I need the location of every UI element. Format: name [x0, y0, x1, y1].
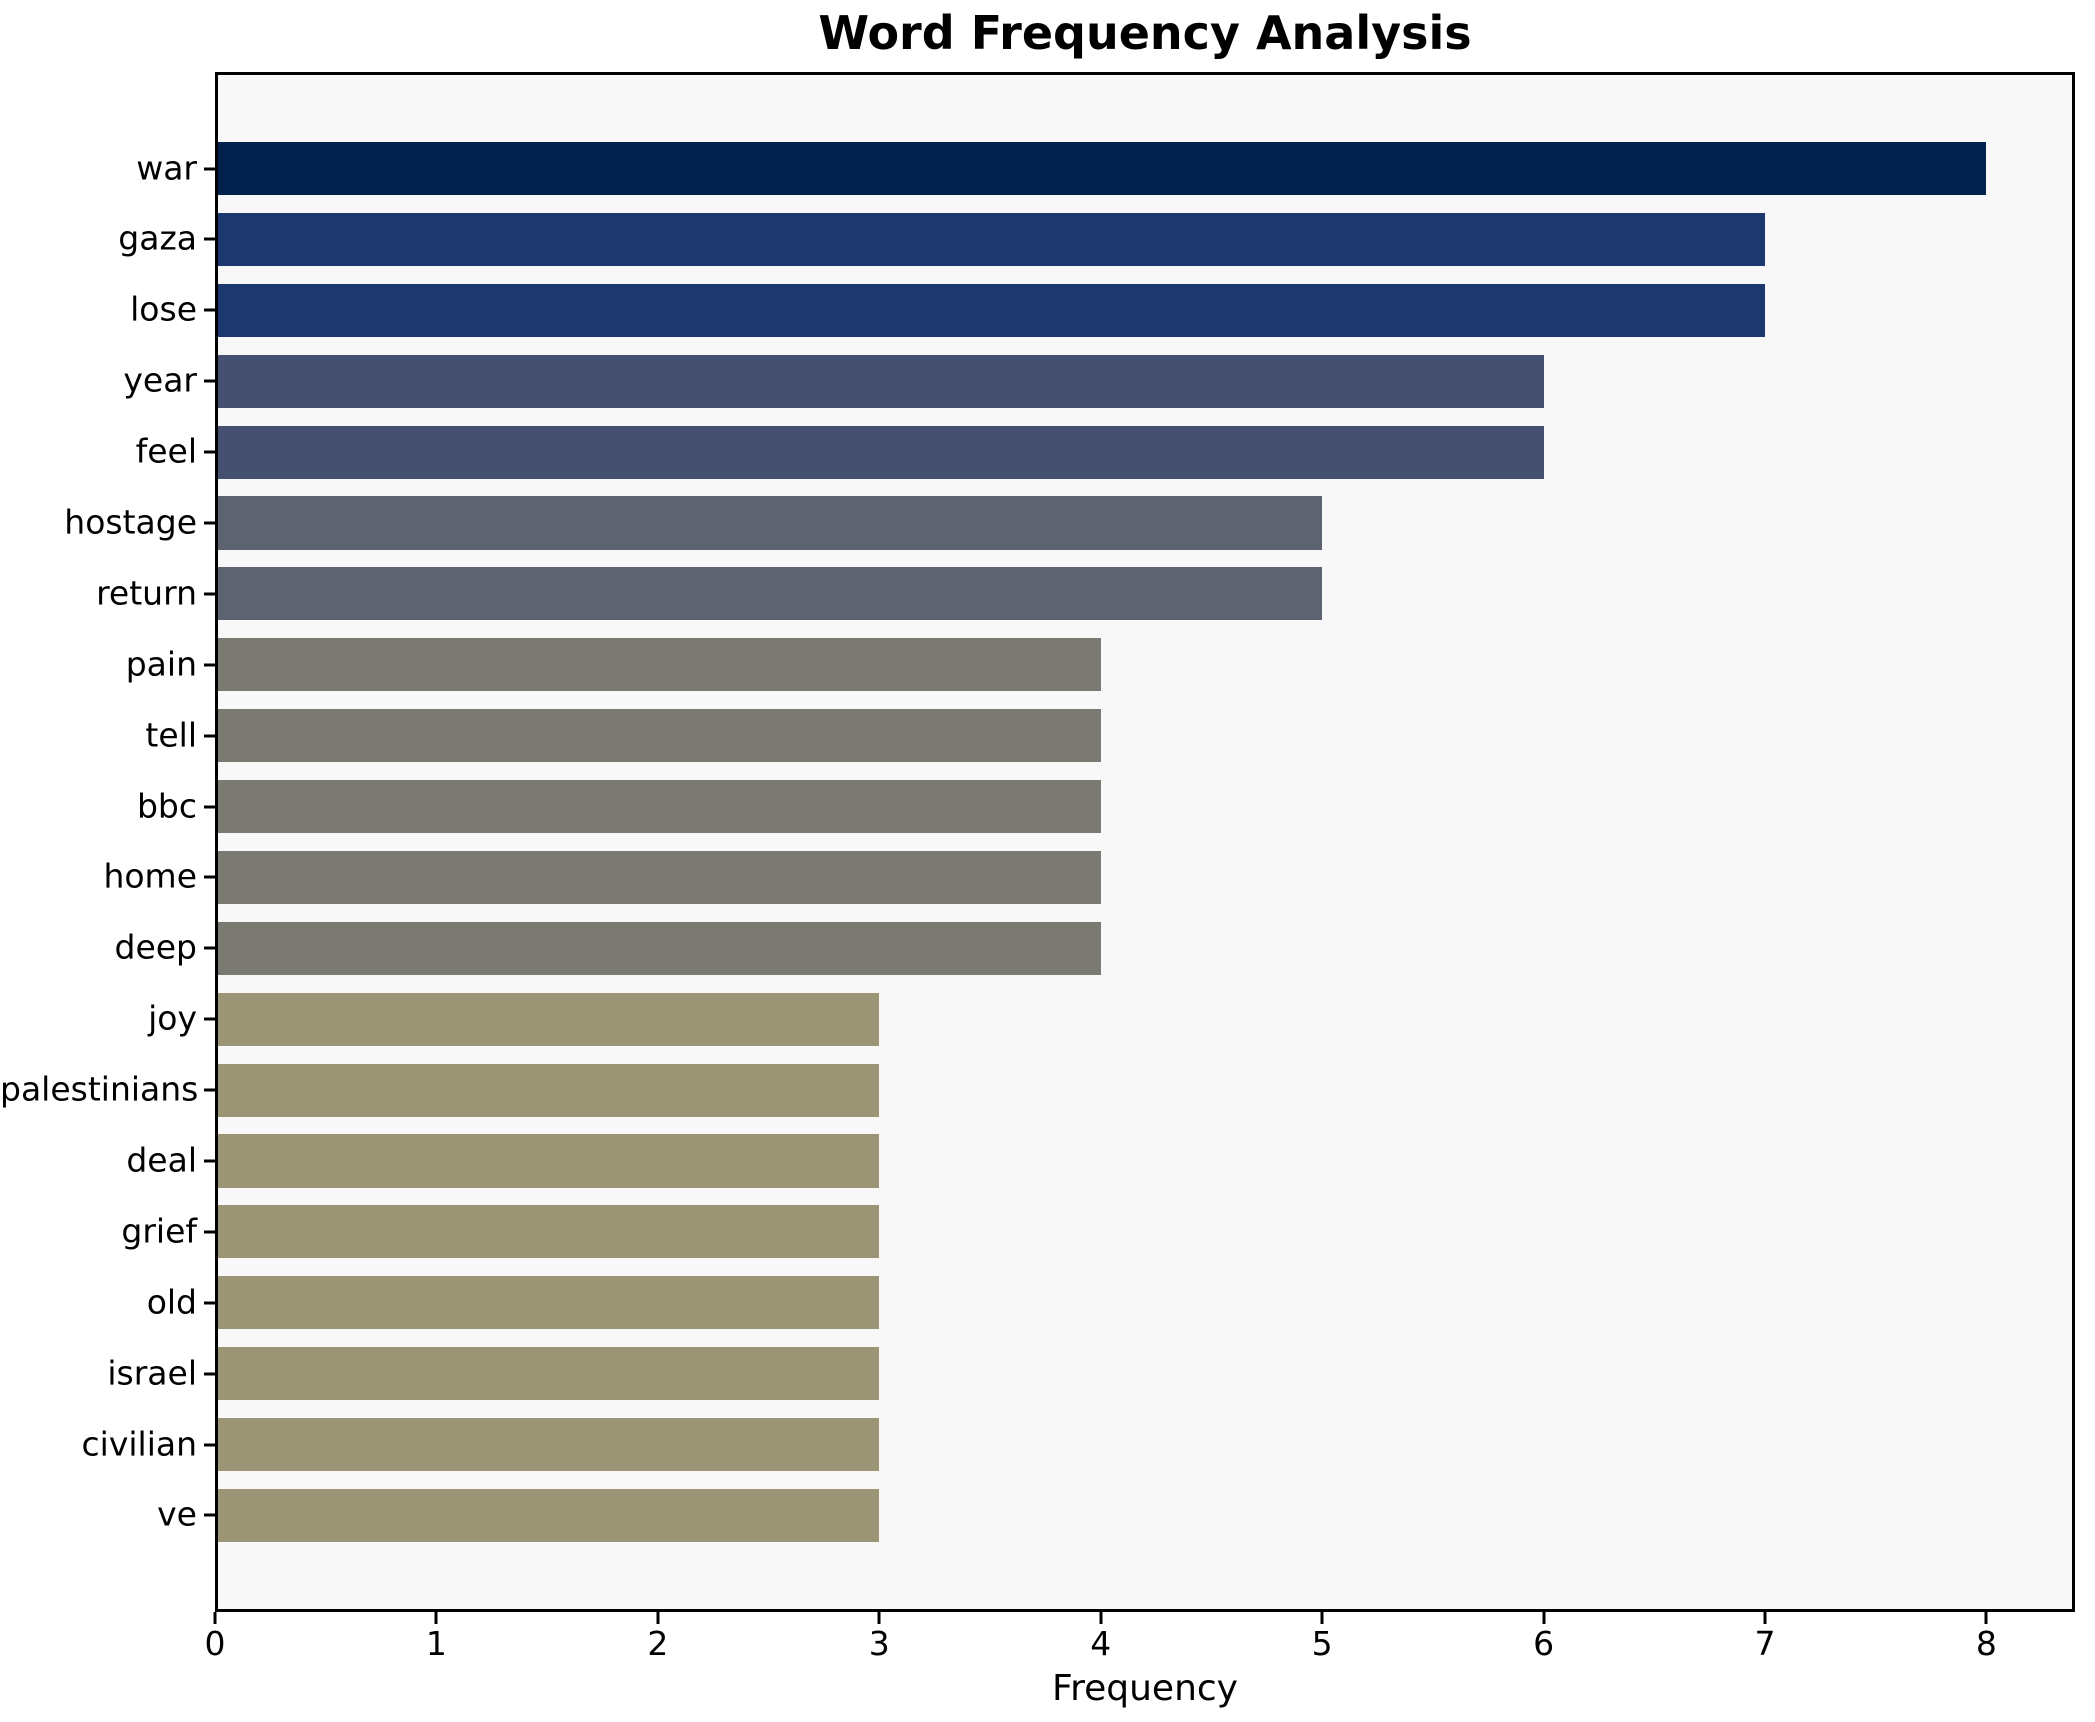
y-tick-label-feel: feel — [135, 431, 197, 471]
y-tick-label-home: home — [103, 857, 197, 897]
x-tick-label-3: 3 — [868, 1624, 890, 1663]
y-tick-label-israel: israel — [107, 1353, 197, 1393]
y-tick-label-grief: grief — [121, 1211, 197, 1251]
y-tick-label-war: war — [136, 148, 197, 188]
x-tick-label-0: 0 — [204, 1624, 226, 1663]
y-tick-label-bbc: bbc — [136, 786, 197, 826]
y-tick-mark — [204, 450, 215, 454]
y-tick-mark — [204, 1443, 215, 1447]
bar-deep — [215, 921, 1101, 975]
x-tick-label-2: 2 — [647, 1624, 669, 1663]
x-tick-label-1: 1 — [425, 1624, 447, 1663]
x-tick-label-6: 6 — [1533, 1624, 1555, 1663]
y-tick-mark — [204, 308, 215, 312]
y-tick-mark — [204, 379, 215, 383]
bar-lose — [215, 283, 1765, 337]
bar-palestinians — [215, 1063, 880, 1117]
y-axis-ticks — [204, 72, 215, 1612]
y-tick-mark — [204, 1159, 215, 1163]
x-tick-label-8: 8 — [1975, 1624, 1997, 1663]
y-tick-mark — [204, 663, 215, 667]
x-axis-tick-labels: 0 1 2 3 4 5 6 7 8 — [205, 1624, 2075, 1668]
y-tick-label-pain: pain — [125, 644, 197, 684]
bar-ve — [215, 1488, 880, 1542]
y-axis-labels: war gaza lose year feel hostage return pain tell… — [0, 72, 199, 1612]
y-tick-mark — [204, 805, 215, 809]
x-tick-mark — [1099, 1612, 1103, 1624]
y-tick-label-year: year — [123, 360, 197, 400]
y-tick-mark — [204, 237, 215, 241]
bar-deal — [215, 1134, 880, 1188]
bar-year — [215, 354, 1544, 408]
y-tick-label-gaza: gaza — [118, 219, 197, 259]
bar-israel — [215, 1347, 880, 1401]
y-tick-label-deep: deep — [114, 928, 198, 968]
y-tick-mark — [204, 1017, 215, 1021]
x-tick-label-7: 7 — [1754, 1624, 1776, 1663]
y-tick-mark — [204, 592, 215, 596]
x-tick-mark — [434, 1612, 438, 1624]
y-tick-label-ve: ve — [157, 1495, 197, 1535]
y-tick-mark — [204, 167, 215, 171]
y-tick-mark — [204, 1301, 215, 1305]
bar-grief — [215, 1205, 880, 1259]
y-tick-mark — [204, 1372, 215, 1376]
x-tick-label-4: 4 — [1090, 1624, 1112, 1663]
x-tick-mark — [877, 1612, 881, 1624]
chart-title: Word Frequency Analysis — [818, 6, 1472, 60]
y-tick-label-hostage: hostage — [64, 502, 197, 542]
bar-joy — [215, 992, 880, 1046]
x-tick-mark — [213, 1612, 217, 1624]
y-tick-label-palestinians: palestinians — [0, 1069, 199, 1109]
bar-home — [215, 850, 1101, 905]
plot-area — [215, 72, 2075, 1612]
bar-hostage — [215, 496, 1323, 550]
y-tick-label-lose: lose — [130, 290, 197, 330]
x-tick-mark — [1984, 1612, 1988, 1624]
y-tick-label-old: old — [146, 1282, 197, 1322]
y-tick-mark — [204, 734, 215, 738]
bar-old — [215, 1276, 880, 1330]
bar-return — [215, 567, 1323, 621]
x-tick-label-5: 5 — [1311, 1624, 1333, 1663]
x-axis-label: Frequency — [1052, 1668, 1238, 1709]
x-tick-mark — [1763, 1612, 1767, 1624]
bar-tell — [215, 709, 1101, 763]
bar-feel — [215, 425, 1544, 479]
bar-war — [215, 142, 1987, 196]
bar-civilian — [215, 1417, 880, 1472]
y-tick-mark — [204, 875, 215, 879]
bar-gaza — [215, 212, 1765, 267]
y-tick-label-return: return — [96, 573, 197, 613]
bar-pain — [215, 638, 1101, 692]
y-tick-mark — [204, 521, 215, 525]
y-tick-mark — [204, 1230, 215, 1234]
x-tick-mark — [1320, 1612, 1324, 1624]
y-tick-label-joy: joy — [148, 998, 197, 1038]
x-axis-ticks — [213, 1612, 2075, 1624]
y-tick-label-deal: deal — [126, 1140, 197, 1180]
y-tick-label-civilian: civilian — [81, 1424, 197, 1464]
y-tick-label-tell: tell — [145, 715, 197, 755]
y-tick-mark — [204, 946, 215, 950]
x-tick-mark — [1542, 1612, 1546, 1624]
bar-bbc — [215, 779, 1101, 834]
y-tick-mark — [204, 1513, 215, 1517]
y-tick-mark — [204, 1088, 215, 1092]
x-tick-mark — [656, 1612, 660, 1624]
